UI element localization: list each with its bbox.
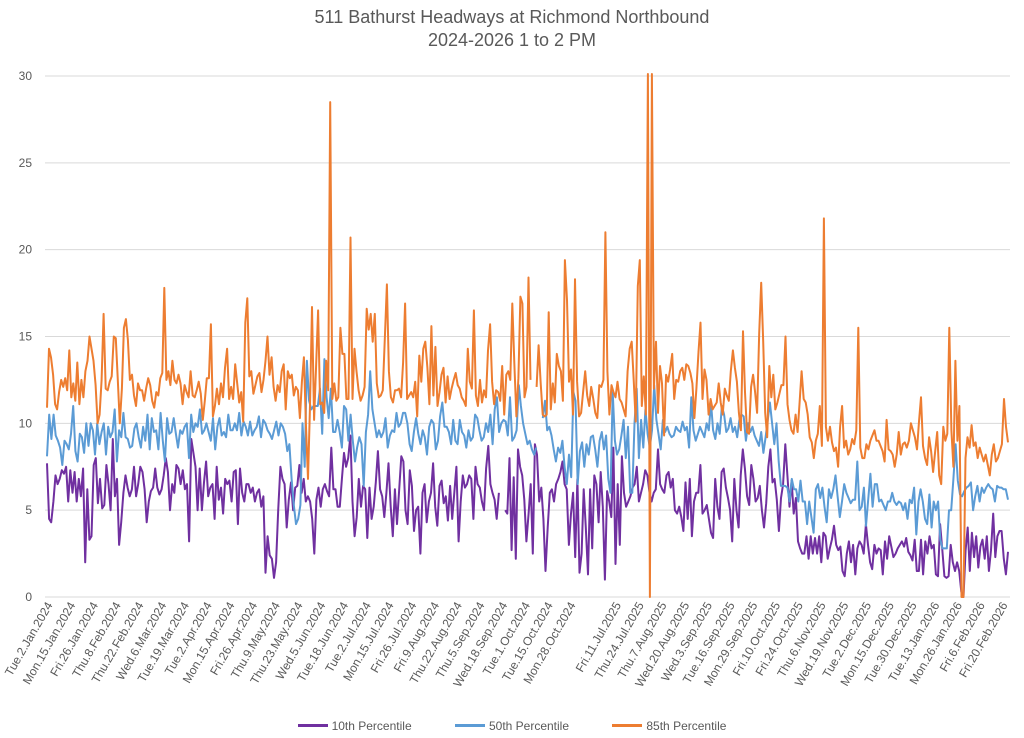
chart-title-line1: 511 Bathurst Headways at Richmond Northb… xyxy=(314,7,710,27)
y-axis-ticks: 0 5 10 15 20 25 30 xyxy=(19,69,33,604)
legend-item-85th: 85th Percentile xyxy=(612,719,726,733)
legend-item-50th: 50th Percentile xyxy=(454,718,570,733)
legend-swatch-85th xyxy=(612,724,643,727)
x-axis-ticks: Tue.2.Jan.2024Mon.15.Jan.2024Fri.26.Jan.… xyxy=(2,599,1011,689)
y-tick-label: 25 xyxy=(19,156,33,170)
y-tick-label: 15 xyxy=(19,330,33,344)
legend: 10th Percentile 50th Percentile 85th Per… xyxy=(0,716,1024,733)
line-chart: 0 5 10 15 20 25 30 Tue.2.Jan.2024Mon.15.Jan.20… xyxy=(2,69,1011,690)
legend-swatch-10th xyxy=(297,724,328,727)
chart-subtitle: 2024-2026 1 to 2 PM xyxy=(427,30,597,50)
legend-swatch-50th xyxy=(454,724,485,727)
legend-item-10th: 10th Percentile xyxy=(297,718,412,733)
y-tick-label: 30 xyxy=(19,69,33,83)
legend-label-85th: 85th Percentile xyxy=(646,718,727,733)
y-tick-label: 5 xyxy=(25,503,32,517)
legend-label-50th: 50th Percentile xyxy=(488,718,570,733)
chart-title: 511 Bathurst Headways at Richmond Northb… xyxy=(0,6,1024,52)
y-tick-label: 0 xyxy=(25,590,32,604)
series-lines xyxy=(46,73,1009,598)
legend-label-10th: 10th Percentile xyxy=(331,718,412,733)
y-tick-label: 20 xyxy=(19,243,33,257)
series-line-50th-percentile xyxy=(46,358,1009,550)
series-line-85th-percentile xyxy=(46,73,1009,598)
series-line-10th-percentile xyxy=(46,434,1009,598)
y-tick-label: 10 xyxy=(19,416,33,430)
